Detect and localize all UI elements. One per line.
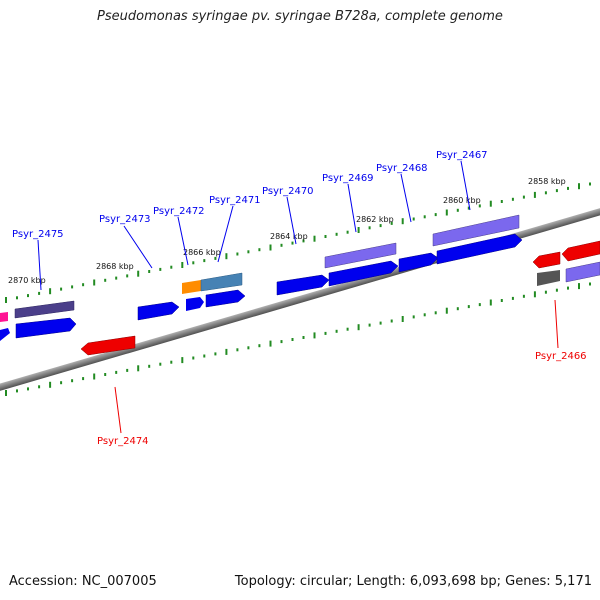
gene-label[interactable]: Psyr_2471 <box>209 195 261 206</box>
label-leaders-forward <box>37 160 471 291</box>
scale-label-2862: 2862 kbp <box>356 215 394 224</box>
gene-label[interactable]: Psyr_2470 <box>262 186 314 197</box>
scale-label-2858: 2858 kbp <box>528 177 566 186</box>
gene-arrow[interactable] <box>561 240 600 262</box>
gene-arrow[interactable] <box>186 297 204 311</box>
feature-bar[interactable] <box>14 300 75 319</box>
label-leaders-reverse <box>114 299 559 434</box>
feature-bar[interactable] <box>200 272 243 292</box>
gene-label[interactable]: Psyr_2468 <box>376 163 428 174</box>
gene-label[interactable]: Psyr_2475 <box>12 229 64 240</box>
gene-label[interactable]: Psyr_2466 <box>535 351 587 362</box>
gene-arrow[interactable] <box>0 328 10 341</box>
gene-label[interactable]: Psyr_2467 <box>436 150 488 161</box>
gene-arrow[interactable] <box>205 289 246 308</box>
gene-arrow[interactable] <box>137 301 180 321</box>
scale-ticks-lower <box>5 282 591 396</box>
gene-arrow[interactable] <box>276 274 330 296</box>
reverse-gene-track <box>80 240 600 356</box>
gene-arrow[interactable] <box>398 252 439 273</box>
scale-label-2864: 2864 kbp <box>270 232 308 241</box>
gene-arrow[interactable] <box>15 317 77 339</box>
feature-bar[interactable] <box>182 280 201 294</box>
scale-ticks-upper <box>5 182 591 303</box>
scale-label-2860: 2860 kbp <box>443 196 481 205</box>
scale-label-2868: 2868 kbp <box>96 262 134 271</box>
scale-label-2870: 2870 kbp <box>8 276 46 285</box>
scale-label-2866: 2866 kbp <box>183 248 221 257</box>
gene-label[interactable]: Psyr_2469 <box>322 173 374 184</box>
gene-arrow[interactable] <box>80 335 136 356</box>
feature-bar[interactable] <box>324 242 397 269</box>
gene-label[interactable]: Psyr_2474 <box>97 436 149 447</box>
map-title: Pseudomonas syringae pv. syringae B728a,… <box>97 9 503 24</box>
feature-bar[interactable] <box>0 312 8 322</box>
gene-arrow[interactable] <box>436 233 523 265</box>
feature-bar[interactable] <box>537 270 560 286</box>
gene-label[interactable]: Psyr_2472 <box>153 206 205 217</box>
gene-arrow[interactable] <box>532 251 561 269</box>
feature-bar[interactable] <box>432 214 520 247</box>
topology-text: Topology: circular; Length: 6,093,698 bp… <box>234 574 592 589</box>
feature-bar[interactable] <box>565 261 600 283</box>
gene-label[interactable]: Psyr_2473 <box>99 214 151 225</box>
accession-text: Accession: NC_007005 <box>9 574 157 589</box>
gene-arrow[interactable] <box>328 260 399 287</box>
feature-track-upper <box>0 214 600 322</box>
forward-gene-track <box>0 233 523 341</box>
